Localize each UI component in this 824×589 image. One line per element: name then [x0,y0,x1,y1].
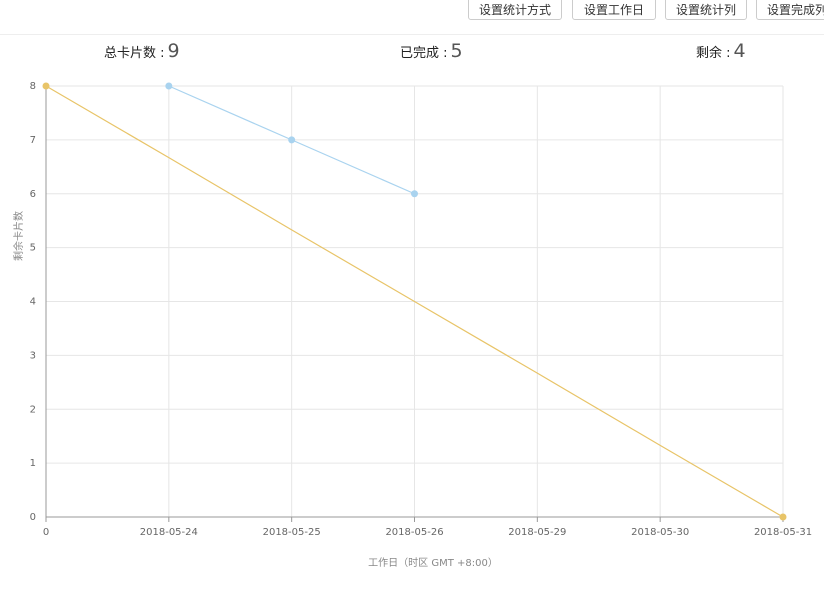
stat-label: 剩余 : [696,46,731,61]
stat-value: 5 [450,40,463,62]
y-tick-label: 7 [30,135,36,146]
point [288,136,296,144]
point [411,190,418,198]
x-axis-label: 工作日（时区 GMT +8:00） [368,557,498,569]
y-tick-label: 6 [30,189,36,200]
x-tick-label: 2018-05-24 [140,527,198,538]
stat-value: 9 [167,40,180,62]
y-tick-label: 8 [30,81,36,92]
y-tick-label: 5 [30,243,36,254]
point [42,82,50,90]
divider [0,34,824,35]
button[interactable]: 设置统计方式 [468,0,562,20]
point [779,513,787,521]
stat-label: 总卡片数 : [104,46,165,61]
button[interactable]: 设置完成列 [756,0,824,20]
x-tick-label: 2018-05-30 [631,527,689,538]
series-line [45,85,784,518]
y-tick-label: 1 [30,458,36,469]
point [165,82,173,90]
y-tick-label: 3 [30,350,36,361]
y-tick-label: 2 [30,404,36,415]
stat: 剩余 :4 [696,40,746,62]
stat-value: 4 [733,40,746,62]
x-tick-label: 2018-05-26 [385,527,443,538]
x-tick-label: 2018-05-31 [754,527,812,538]
stat: 已完成 :5 [400,40,463,62]
y-tick-label: 0 [30,512,36,523]
x-tick-label: 0 [43,527,49,538]
y-tick-label: 4 [30,297,36,308]
button[interactable]: 设置工作日 [572,0,656,20]
stat: 总卡片数 :9 [104,40,180,62]
y-axis-label: 剩余卡片数 [12,211,25,261]
x-tick-label: 2018-05-25 [263,527,321,538]
x-tick-label: 2018-05-29 [508,527,566,538]
button[interactable]: 设置统计列 [665,0,747,20]
stat-label: 已完成 : [400,46,448,61]
